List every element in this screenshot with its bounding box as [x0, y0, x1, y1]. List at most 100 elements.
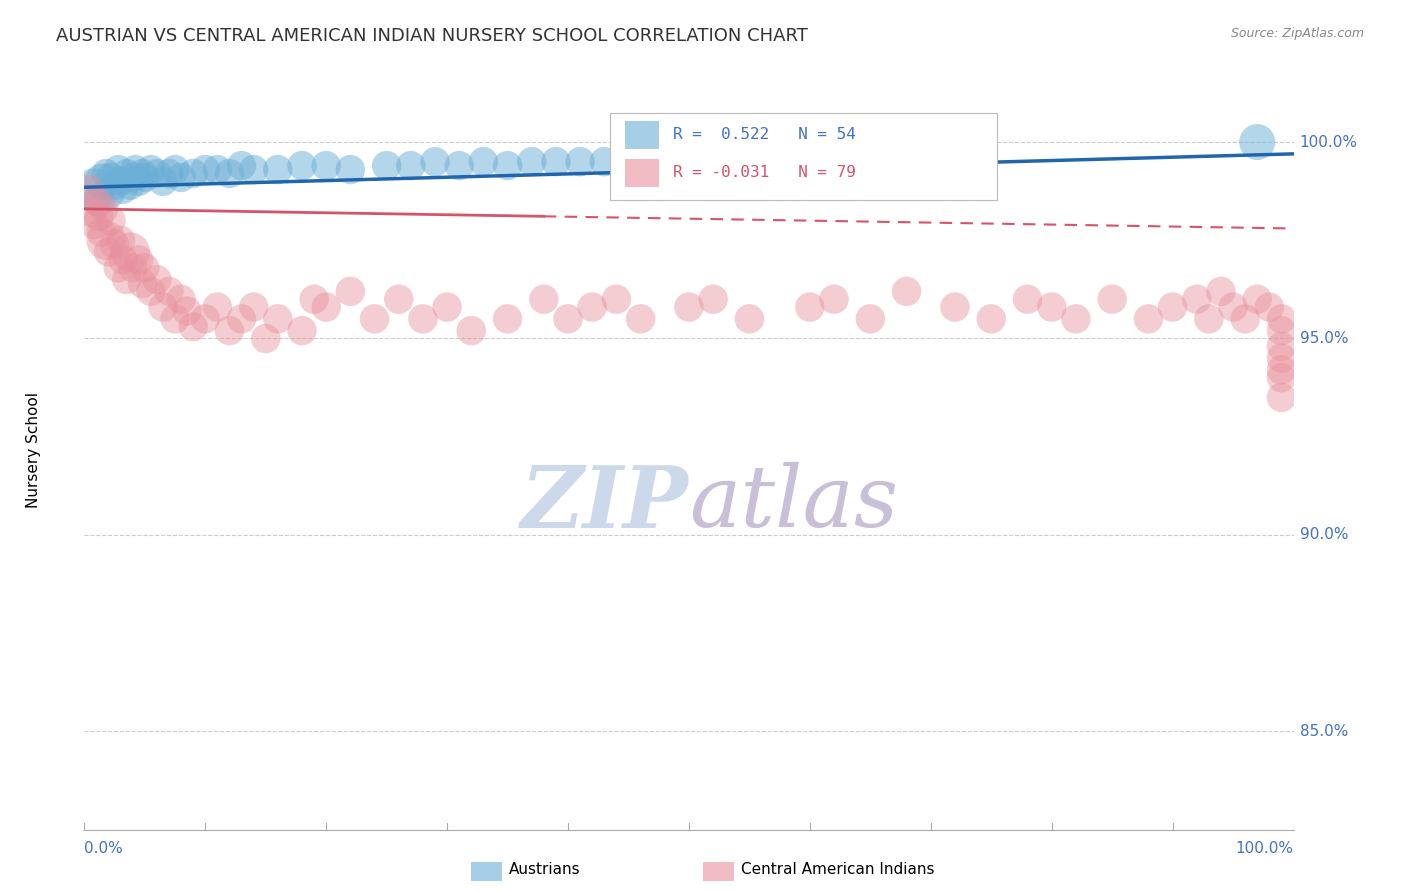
Point — [375, 159, 398, 173]
Point — [339, 162, 361, 177]
Point — [593, 154, 616, 169]
Point — [412, 311, 434, 326]
Point — [605, 292, 627, 306]
Point — [181, 319, 204, 334]
Point — [557, 311, 579, 326]
Point — [139, 285, 162, 299]
Point — [207, 300, 229, 314]
Point — [242, 162, 264, 177]
Point — [423, 154, 446, 169]
Point — [678, 300, 700, 314]
Text: Central American Indians: Central American Indians — [741, 863, 935, 877]
Point — [1270, 363, 1292, 377]
Point — [690, 154, 713, 169]
Point — [1101, 292, 1123, 306]
Text: Source: ZipAtlas.com: Source: ZipAtlas.com — [1230, 27, 1364, 40]
Point — [1209, 285, 1232, 299]
Point — [460, 324, 482, 338]
Point — [170, 292, 193, 306]
Point — [131, 167, 153, 181]
Point — [315, 300, 337, 314]
Text: 95.0%: 95.0% — [1299, 331, 1348, 346]
Point — [859, 311, 882, 326]
Point — [134, 260, 156, 275]
Point — [231, 311, 253, 326]
Point — [1258, 300, 1281, 314]
Text: Austrians: Austrians — [509, 863, 581, 877]
Point — [120, 245, 142, 260]
Point — [218, 324, 240, 338]
Point — [738, 154, 761, 169]
Point — [267, 311, 290, 326]
Bar — [624, 120, 659, 150]
Point — [176, 304, 198, 318]
Point — [110, 233, 132, 247]
Point — [83, 218, 105, 232]
Point — [449, 159, 471, 173]
Point — [115, 272, 138, 286]
Point — [496, 311, 519, 326]
Text: R =  0.522   N = 54: R = 0.522 N = 54 — [673, 127, 856, 142]
Point — [100, 170, 122, 185]
Point — [93, 202, 115, 216]
Point — [121, 170, 143, 185]
Point — [339, 285, 361, 299]
Point — [97, 186, 120, 201]
Point — [799, 300, 821, 314]
Point — [77, 182, 100, 196]
Point — [520, 154, 543, 169]
Point — [714, 154, 737, 169]
Text: Nursery School: Nursery School — [27, 392, 41, 508]
Text: AUSTRIAN VS CENTRAL AMERICAN INDIAN NURSERY SCHOOL CORRELATION CHART: AUSTRIAN VS CENTRAL AMERICAN INDIAN NURS… — [56, 27, 808, 45]
Point — [1270, 311, 1292, 326]
Point — [315, 159, 337, 173]
Point — [1064, 311, 1087, 326]
Point — [112, 182, 135, 196]
Point — [738, 311, 761, 326]
Text: 90.0%: 90.0% — [1299, 527, 1348, 542]
Point — [569, 154, 592, 169]
Point — [1270, 391, 1292, 405]
Point — [107, 260, 129, 275]
Point — [87, 194, 110, 208]
Point — [121, 260, 143, 275]
Point — [1246, 292, 1268, 306]
Point — [363, 311, 385, 326]
Point — [146, 167, 169, 181]
Point — [943, 300, 966, 314]
Point — [146, 272, 169, 286]
Point — [152, 174, 174, 188]
Text: atlas: atlas — [689, 462, 898, 545]
Point — [496, 159, 519, 173]
Point — [207, 162, 229, 177]
Point — [630, 311, 652, 326]
Point — [291, 324, 314, 338]
Point — [581, 300, 603, 314]
Point — [157, 285, 180, 299]
Point — [170, 170, 193, 185]
Point — [128, 174, 150, 188]
Point — [91, 174, 114, 188]
Point — [399, 159, 422, 173]
Point — [131, 277, 153, 291]
Point — [1185, 292, 1208, 306]
Point — [291, 159, 314, 173]
Point — [1234, 311, 1257, 326]
Text: 0.0%: 0.0% — [84, 841, 124, 856]
Point — [128, 252, 150, 267]
Point — [1161, 300, 1184, 314]
Point — [980, 311, 1002, 326]
Point — [1270, 324, 1292, 338]
Point — [115, 167, 138, 181]
Point — [87, 210, 110, 224]
Point — [110, 174, 132, 188]
Point — [231, 159, 253, 173]
Point — [1270, 351, 1292, 366]
Point — [762, 154, 785, 169]
Point — [254, 331, 277, 345]
Point — [436, 300, 458, 314]
Point — [97, 245, 120, 260]
Point — [641, 154, 664, 169]
Point — [139, 162, 162, 177]
Text: ZIP: ZIP — [522, 462, 689, 545]
